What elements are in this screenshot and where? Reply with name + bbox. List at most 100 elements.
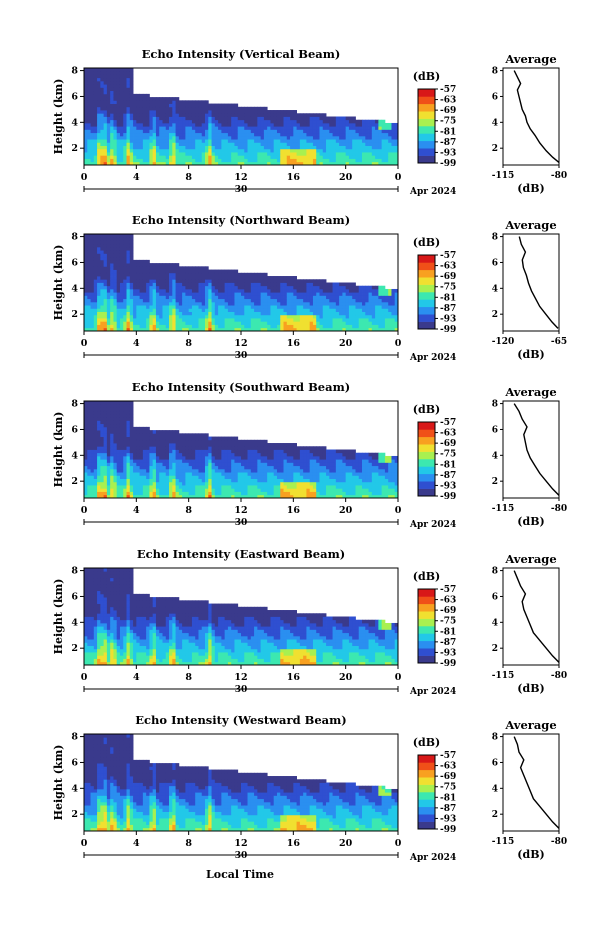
heatmap-cell <box>116 413 121 418</box>
heatmap-cell <box>312 158 317 163</box>
heatmap-cell <box>103 410 108 415</box>
heatmap-cell <box>84 292 88 296</box>
heatmap-cell <box>339 314 343 319</box>
heatmap-cell <box>234 119 239 124</box>
heatmap-cell <box>188 468 193 473</box>
heatmap-cell <box>133 446 137 450</box>
heatmap-cell <box>329 292 333 296</box>
heatmap-cell <box>146 318 150 322</box>
colorbar-swatch <box>418 255 435 263</box>
heatmap-cell <box>234 491 239 496</box>
heatmap-cell <box>224 272 229 277</box>
heatmap-cell <box>191 161 196 166</box>
heatmap-cell <box>319 139 324 143</box>
heatmap-cell <box>342 318 347 322</box>
heatmap-cell <box>123 314 127 319</box>
heatmap-cell <box>169 122 173 127</box>
heatmap-cell <box>97 90 101 95</box>
heatmap-cell <box>84 436 88 441</box>
heatmap-cell <box>116 80 121 85</box>
heatmap-cell <box>129 295 134 300</box>
heatmap-cell <box>119 462 124 467</box>
heatmap-cell <box>218 139 222 143</box>
heatmap-cell <box>152 468 157 473</box>
heatmap-cell <box>276 327 281 332</box>
heatmap-cell <box>211 295 216 300</box>
heatmap-cell <box>133 491 137 496</box>
heatmap-cell <box>381 308 386 312</box>
heatmap-cell <box>342 145 347 150</box>
heatmap-cell <box>116 468 121 473</box>
heatmap-cell <box>110 327 114 332</box>
heatmap-cell <box>299 152 304 156</box>
heatmap-cell <box>119 243 124 248</box>
heatmap-cell <box>172 308 176 312</box>
heatmap-cell <box>162 318 167 322</box>
heatmap-cell <box>191 475 196 479</box>
heatmap-cell <box>100 243 105 248</box>
heatmap-cell <box>139 161 144 166</box>
heatmap-cell <box>205 119 209 124</box>
heatmap-cell <box>178 129 183 134</box>
heatmap-cell <box>155 324 160 329</box>
heatmap-cell <box>123 145 127 150</box>
heatmap-cell <box>214 139 219 143</box>
heatmap-cell <box>87 314 91 319</box>
heatmap-cell <box>263 311 268 316</box>
heatmap-cell <box>172 324 176 329</box>
heatmap-cell <box>348 129 353 134</box>
heatmap-cell <box>90 71 95 75</box>
heatmap-cell <box>103 276 108 280</box>
heatmap-cell <box>214 455 219 460</box>
heatmap-cell <box>391 161 396 166</box>
heatmap-cell <box>316 161 320 166</box>
heatmap-cell <box>93 282 98 287</box>
heatmap-cell <box>159 465 163 470</box>
heatmap-cell <box>182 103 186 108</box>
heatmap-cell <box>97 305 101 309</box>
heatmap-cell <box>87 327 91 332</box>
heatmap-cell <box>159 472 163 476</box>
heatmap-cell <box>296 158 301 163</box>
heatmap-cell <box>133 269 137 274</box>
heatmap-cell <box>224 308 229 312</box>
heatmap-cell <box>365 314 369 319</box>
heatmap-cell <box>378 161 383 166</box>
heatmap-cell <box>178 494 183 499</box>
heatmap-cell <box>231 145 235 150</box>
heatmap-cell <box>169 478 173 483</box>
heatmap-cell <box>231 122 235 127</box>
heatmap-cell <box>133 301 137 306</box>
heatmap-cell <box>263 324 268 329</box>
heatmap-cell <box>119 100 124 104</box>
heatmap-cell <box>263 110 268 114</box>
heatmap-cell <box>270 318 275 322</box>
heatmap-cell <box>113 305 118 309</box>
heatmap-cell <box>175 308 180 312</box>
heatmap-cell <box>185 142 190 146</box>
heatmap-cell <box>260 282 265 287</box>
heatmap-cell <box>103 485 108 489</box>
heatmap-cell <box>106 436 111 441</box>
heatmap-cell <box>116 250 121 254</box>
heatmap-cell <box>103 161 108 166</box>
heatmap-cell <box>119 324 124 329</box>
heatmap-cell <box>270 139 275 143</box>
heatmap-cell <box>326 311 330 316</box>
heatmap-cell <box>136 135 140 140</box>
heatmap-cell <box>250 308 255 312</box>
heatmap-cell <box>152 135 157 140</box>
heatmap-cell <box>322 113 327 117</box>
heatmap-cell <box>126 68 131 72</box>
heatmap-cell <box>116 324 121 329</box>
heatmap-cell <box>178 103 183 108</box>
heatmap-cell <box>231 126 235 130</box>
heatmap-cell <box>224 465 229 470</box>
heatmap-cell <box>93 468 98 473</box>
heatmap-cell <box>149 327 154 332</box>
heatmap-cell <box>84 465 88 470</box>
heatmap-cell <box>312 285 317 290</box>
heatmap-cell <box>296 311 301 316</box>
heatmap-cell <box>93 246 98 251</box>
heatmap-cell <box>378 324 383 329</box>
